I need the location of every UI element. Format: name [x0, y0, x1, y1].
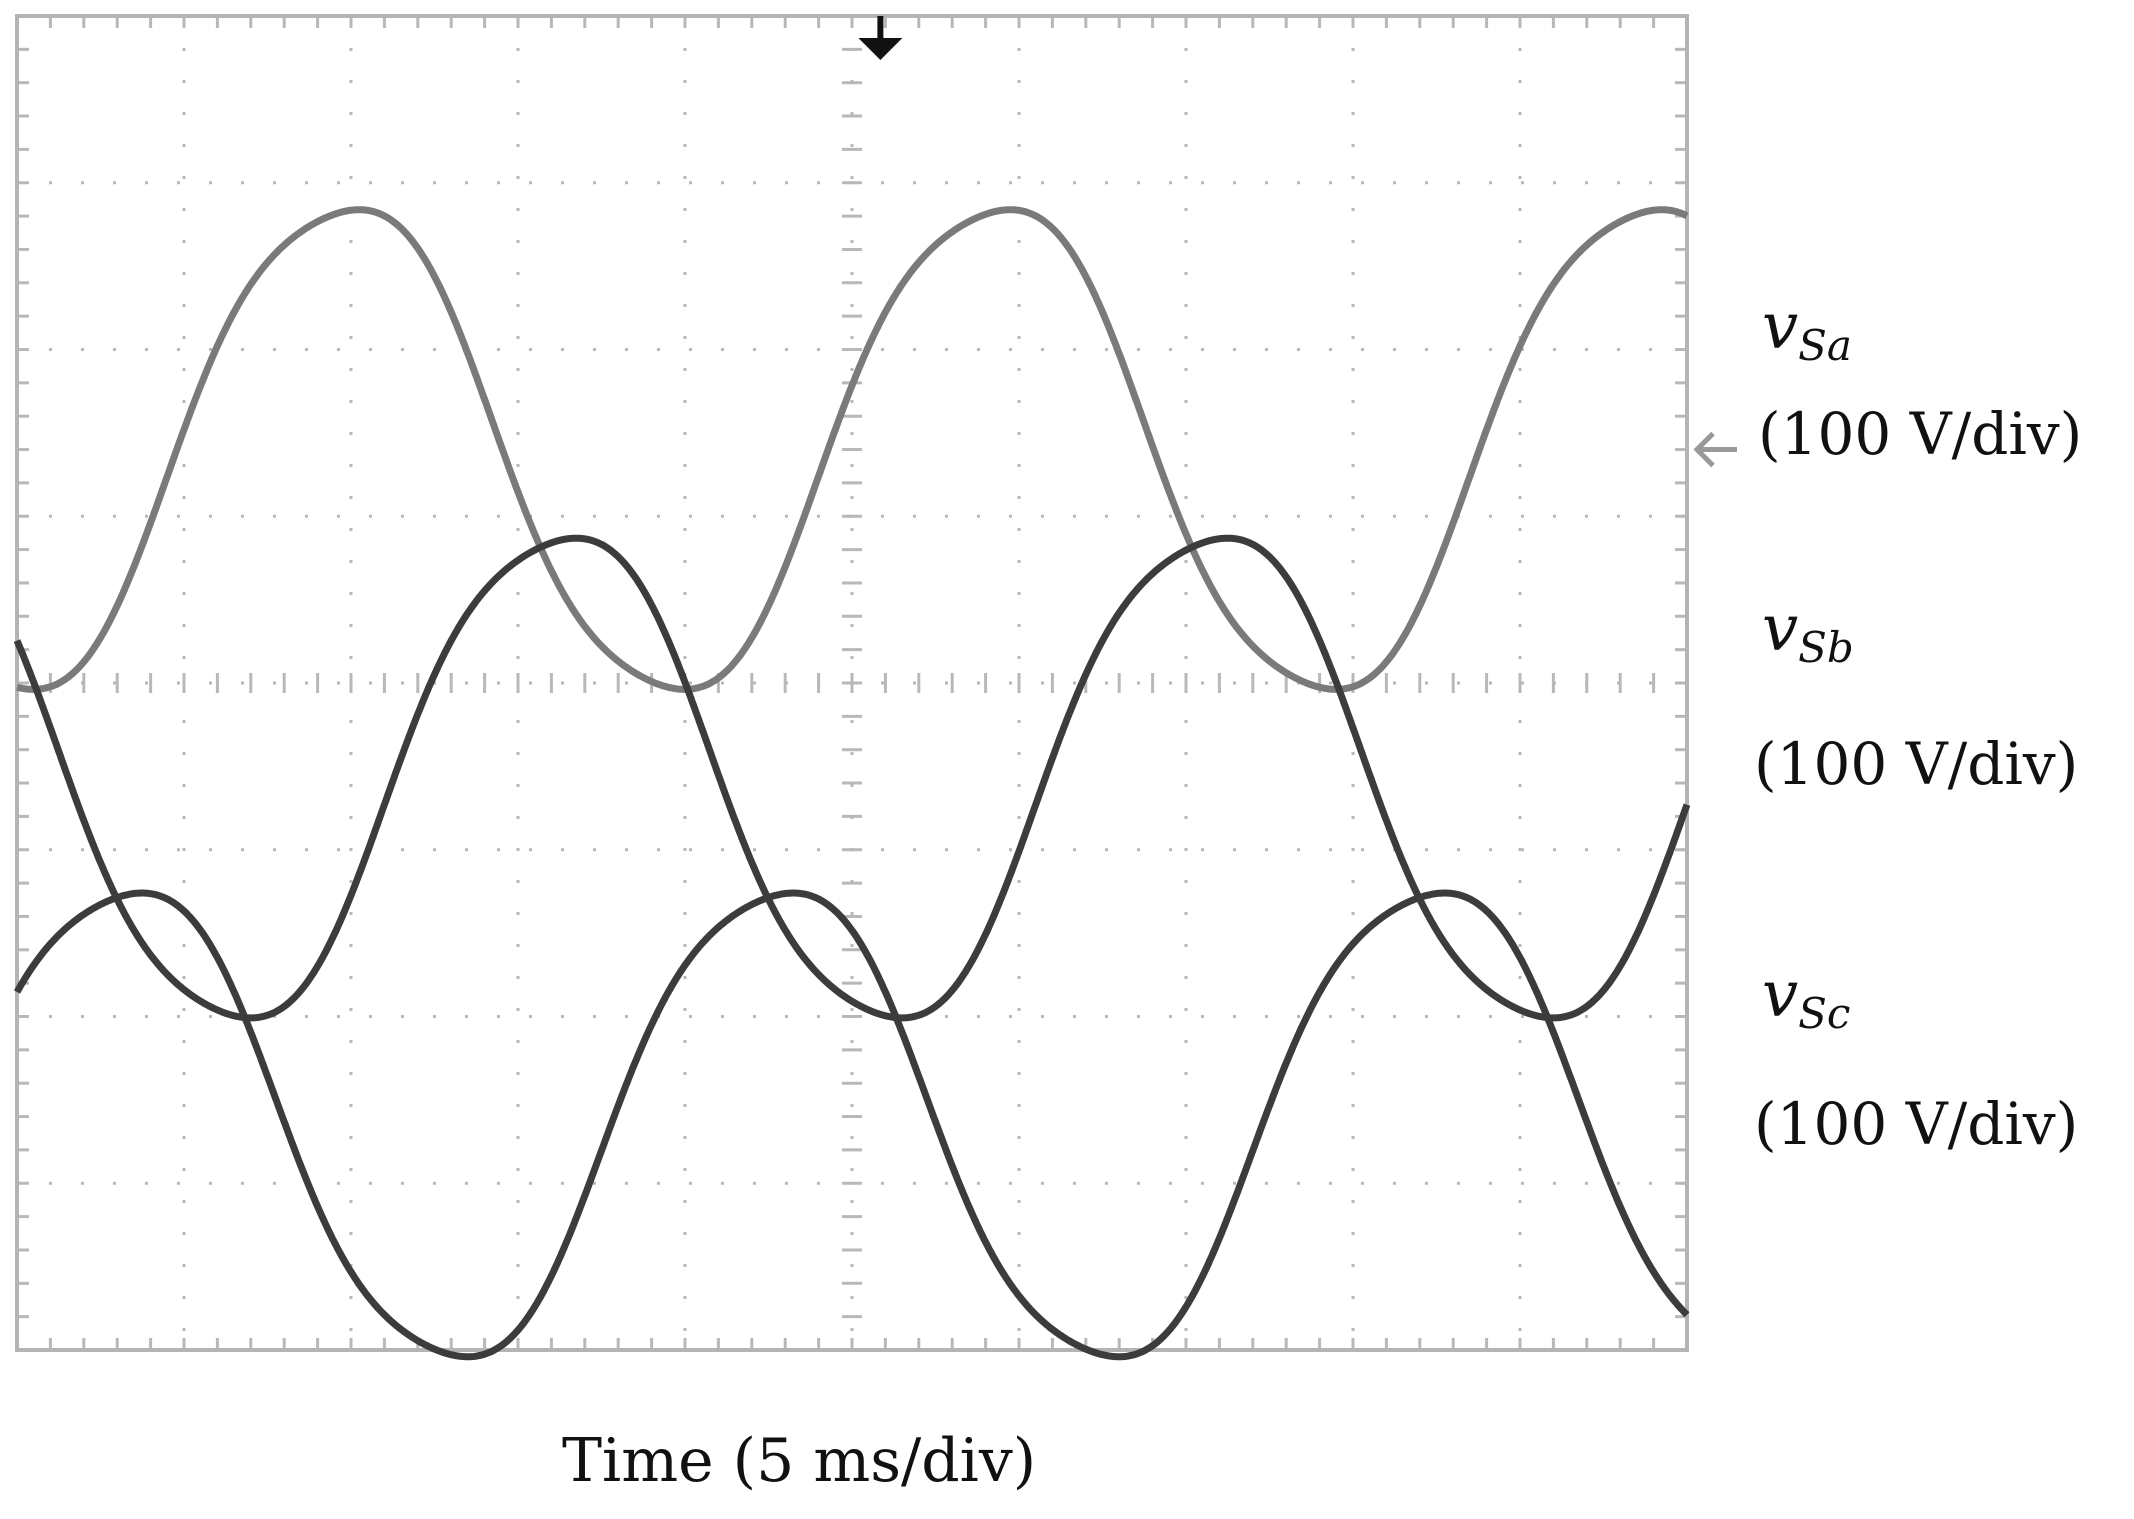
trace-vsa	[15, 206, 1689, 693]
trace-vsc	[13, 889, 1690, 1361]
plot-frame	[15, 14, 1689, 1352]
series-scale-vsb: (100 V/div)	[1754, 730, 2079, 798]
series-label-vsb: vSb	[1762, 592, 1854, 672]
grid	[17, 16, 1687, 1350]
x-axis-label: Time (5 ms/div)	[562, 1426, 1037, 1496]
series-label-vsc: vSc	[1762, 958, 1851, 1038]
trace-vsb	[13, 534, 1691, 1022]
series-scale-vsa: (100 V/div)	[1758, 400, 2083, 468]
trigger-marker-icon	[858, 16, 903, 60]
series-label-vsa: vSa	[1762, 290, 1852, 370]
series-scale-vsc: (100 V/div)	[1754, 1090, 2079, 1158]
traces	[13, 206, 1691, 1361]
reference-marker-icon	[1693, 431, 1737, 468]
